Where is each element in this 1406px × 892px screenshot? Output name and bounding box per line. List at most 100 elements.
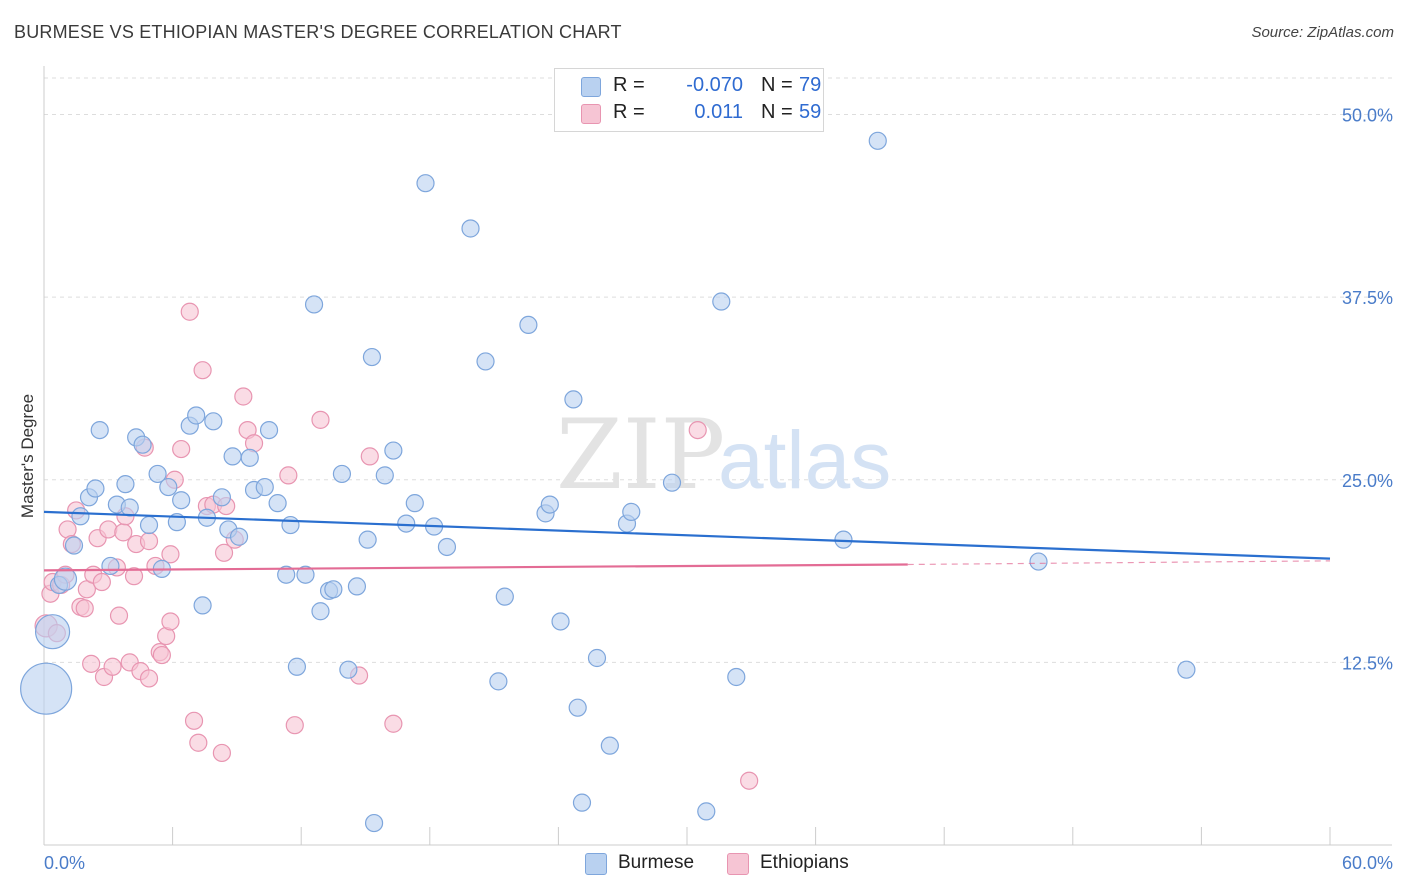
stats-legend: R = -0.070 N = 79 R = 0.011 N = 59 (554, 68, 824, 132)
ethiopian-point (92, 572, 111, 592)
ethiopian-point (103, 657, 122, 676)
burmese-point (495, 587, 514, 606)
ethiopian-point (384, 714, 403, 733)
ethiopian-point (75, 599, 94, 618)
r-value: 0.011 (694, 101, 743, 123)
ethiopian-trend-extension (907, 560, 1331, 566)
burmese-point (304, 295, 324, 314)
burmese-point (489, 672, 508, 691)
watermark-zip: ZIP (556, 399, 725, 511)
series-legend: Burmese Ethiopians (0, 851, 1406, 877)
burmese-point (358, 530, 377, 549)
burmese-point (568, 698, 587, 717)
burmese-point (268, 494, 287, 513)
burmese-points (20, 131, 1196, 833)
ethiopian-point (161, 545, 180, 564)
burmese-point (148, 464, 167, 484)
ethiopian-point (740, 771, 759, 790)
burmese-point (240, 448, 259, 467)
burmese-point (223, 447, 242, 466)
burmese-point (697, 802, 716, 821)
burmese-point (347, 577, 367, 596)
burmese-point (712, 292, 731, 311)
burmese-point (296, 565, 315, 584)
y-tick-label: 37.5% (1342, 288, 1393, 308)
burmese-point (34, 614, 71, 650)
r-value: -0.070 (686, 74, 743, 96)
watermark: ZIP atlas (556, 399, 891, 511)
ethiopian-swatch (581, 104, 601, 124)
burmese-point (255, 477, 274, 497)
ethiopian-point (172, 439, 191, 459)
burmese-point (564, 390, 583, 409)
ethiopian-point (82, 654, 101, 673)
ethiopian-point (212, 743, 231, 763)
ethiopian-point (285, 716, 304, 735)
burmese-point (437, 537, 457, 557)
ethiopian-point (139, 669, 159, 688)
burmese-point (519, 315, 538, 335)
gridlines (44, 77, 1392, 663)
burmese-point (204, 412, 223, 431)
burmese-point (384, 441, 403, 460)
burmese-point (259, 420, 279, 440)
burmese-point (332, 464, 352, 484)
legend-label: Ethiopians (760, 852, 849, 873)
burmese-point (324, 580, 343, 599)
burmese-point (1177, 660, 1196, 679)
burmese-point (212, 488, 231, 507)
burmese-point (116, 475, 135, 494)
burmese-swatch (581, 77, 601, 97)
n-value: 59 (799, 101, 822, 123)
burmese-point (540, 495, 559, 514)
burmese-point (277, 565, 296, 584)
burmese-point (600, 736, 619, 755)
burmese-point (551, 612, 570, 631)
ethiopian-point (180, 302, 199, 321)
burmese-point (727, 667, 746, 687)
burmese-point (572, 793, 592, 812)
burmese-point (1029, 552, 1048, 571)
ethiopian-point (193, 361, 212, 380)
burmese-point (476, 352, 495, 371)
burmese-point (53, 567, 78, 591)
n-label: N = (761, 74, 793, 96)
burmese-point (339, 660, 358, 679)
y-tick-label: 50.0% (1342, 106, 1393, 126)
burmese-point (193, 596, 212, 615)
ethiopian-point (99, 520, 118, 539)
burmese-point (133, 435, 152, 454)
r-label: R = (613, 101, 645, 123)
x-tick-label: 0.0% (44, 853, 85, 873)
burmese-point (90, 420, 109, 440)
ethiopian-point (214, 543, 234, 562)
burmese-point (64, 536, 84, 555)
burmese-point (461, 219, 480, 238)
ethiopian-point (161, 612, 180, 631)
burmese-point (86, 479, 105, 498)
burmese-point (364, 813, 384, 833)
burmese-point (416, 174, 435, 193)
ethiopian-point (152, 645, 171, 665)
ethiopian-point (184, 711, 204, 730)
burmese-point (287, 657, 307, 676)
burmese-point (587, 648, 607, 668)
burmese-point (20, 662, 73, 715)
trend-lines (43, 510, 1331, 572)
burmese-point (868, 131, 887, 150)
burmese-point (362, 347, 382, 367)
ethiopian-point (360, 447, 379, 466)
n-value: 79 (799, 74, 822, 96)
ethiopian-point (124, 567, 144, 586)
tick-labels: 12.5% 25.0% 37.5% 50.0% 0.0% 60.0% (44, 106, 1393, 873)
y-tick-label: 25.0% (1342, 471, 1393, 491)
burmese-point (71, 507, 90, 526)
burmese-point (139, 515, 159, 535)
ethiopian-point (189, 733, 208, 752)
n-label: N = (761, 101, 793, 123)
burmese-point (405, 494, 424, 513)
burmese-point (375, 466, 394, 485)
ethiopian-trend-line (43, 563, 908, 572)
burmese-point (311, 602, 330, 621)
